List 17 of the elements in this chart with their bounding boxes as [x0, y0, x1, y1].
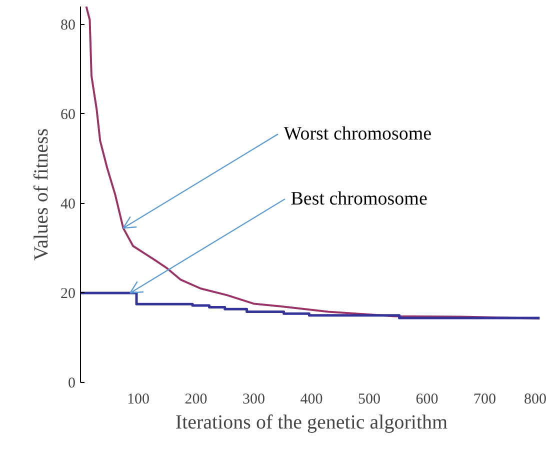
annotation: Worst chromosome — [284, 124, 432, 145]
x-tick-label: 500 — [358, 392, 380, 408]
y-tick-label: 60 — [60, 106, 76, 123]
x-tick-label: 400 — [300, 392, 323, 408]
y-tick-label: 20 — [60, 286, 76, 302]
y-tick-label: 80 — [60, 17, 76, 34]
x-tick-label: 800 — [524, 392, 546, 408]
x-tick-label: 700 — [474, 392, 496, 408]
y-tick-label: 40 — [60, 196, 76, 212]
annotation: Best chromosome — [290, 188, 428, 210]
x-axis-title: Iterations of the genetic algorithm — [175, 412, 448, 434]
x-tick-label: 600 — [416, 392, 438, 408]
x-tick-label: 200 — [184, 392, 208, 408]
x-tick-label: 300 — [242, 392, 265, 408]
y-tick-label: 0 — [68, 376, 76, 392]
y-axis-title: Values of fitness — [30, 128, 52, 261]
x-tick-label: 100 — [127, 392, 150, 408]
